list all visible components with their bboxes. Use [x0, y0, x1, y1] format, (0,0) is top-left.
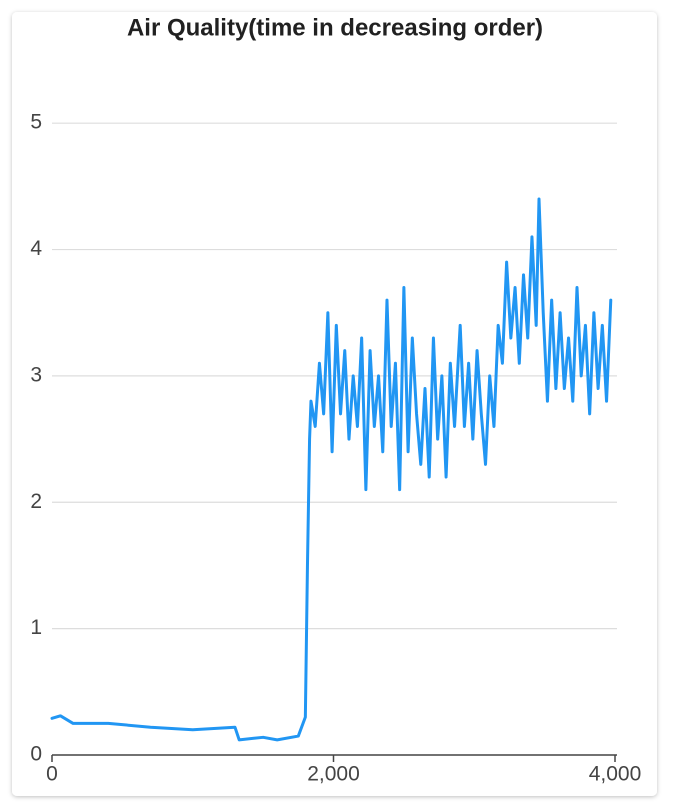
x-tick-label: 2,000 — [307, 763, 360, 786]
x-tick-label: 0 — [46, 763, 58, 786]
data-line — [50, 197, 613, 742]
y-tick-label: 0 — [30, 743, 42, 766]
y-tick-label: 5 — [30, 111, 42, 134]
y-tick-label: 1 — [30, 616, 42, 639]
x-tick-label: 4,000 — [589, 763, 642, 786]
y-tick-label: 3 — [30, 363, 42, 386]
y-tick-label: 4 — [30, 237, 42, 260]
chart-title: Air Quality(time in decreasing order) — [127, 14, 543, 41]
y-tick-label: 2 — [30, 490, 42, 513]
